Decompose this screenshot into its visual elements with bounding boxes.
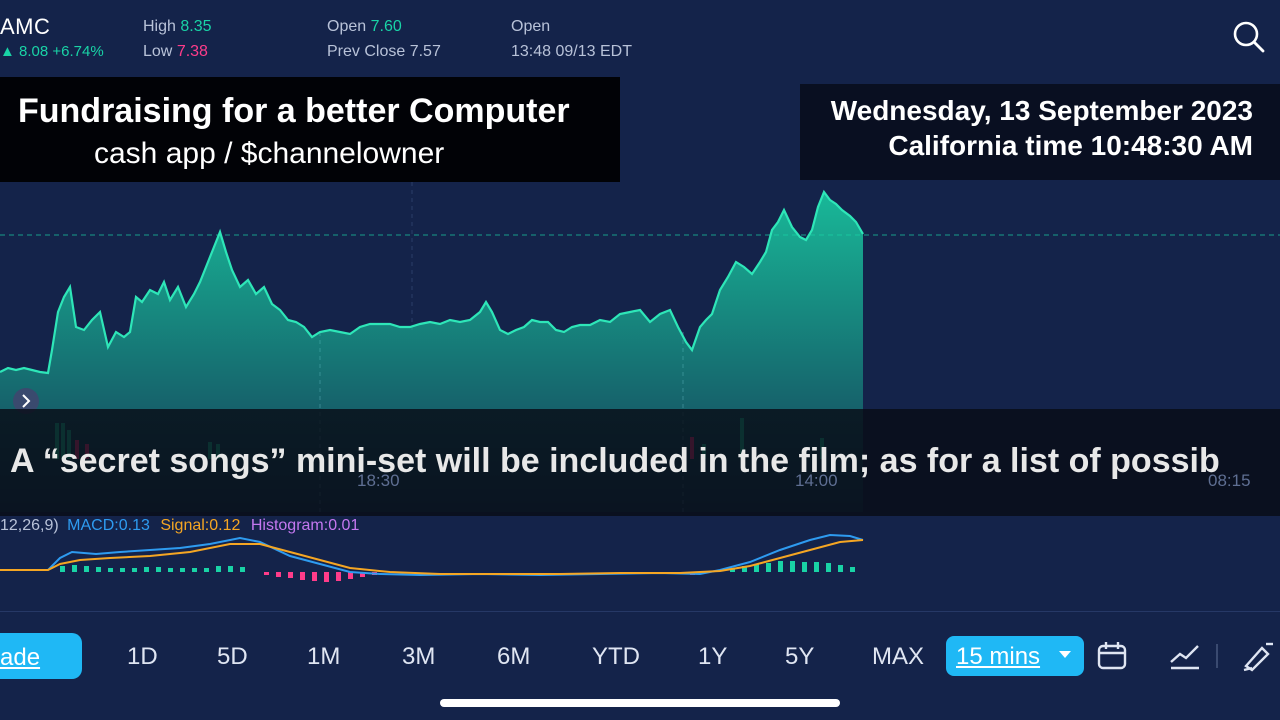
range-1d-button[interactable]: 1D (127, 643, 158, 670)
macd-line (0, 533, 864, 577)
low-stat: Low 7.38 (143, 43, 208, 61)
calendar-icon[interactable] (1096, 640, 1128, 672)
indicator-icon[interactable] (1168, 640, 1202, 672)
open-label: Open (327, 18, 367, 35)
clock-banner (800, 84, 1280, 180)
trade-button[interactable] (0, 633, 82, 679)
high-label: High (143, 18, 176, 35)
toolbar-divider (1216, 644, 1218, 668)
range-3m-button[interactable]: 3M (402, 643, 436, 670)
ticker-symbol: AMC (0, 14, 51, 39)
chevron-right-icon (22, 394, 31, 408)
time-axis-label: 18:30 (357, 471, 400, 490)
up-arrow-icon: ▲ (0, 43, 20, 60)
time-axis-label: 08:15 (1208, 471, 1251, 490)
quote-timestamp: 13:48 09/13 EDT (511, 43, 632, 60)
macd-legend: 12,26,9) MACD:0.13 Signal:0.12 Histogram… (0, 517, 359, 535)
range-6m-button[interactable]: 6M (497, 643, 531, 670)
high-value: 8.35 (180, 18, 212, 35)
macd-histogram (60, 561, 855, 582)
banner-subtitle: cash app / $channelowner (94, 137, 445, 170)
macd-params: 12,26,9) (0, 517, 59, 534)
range-1m-button[interactable]: 1M (307, 643, 341, 670)
trade-button-label: ade (0, 644, 41, 671)
search-icon[interactable] (1232, 20, 1266, 54)
high-stat: High 8.35 (143, 18, 212, 36)
fundraising-banner (0, 77, 620, 182)
range-1y-button[interactable]: 1Y (698, 643, 728, 670)
prev-close-stat: Prev Close 7.57 (327, 43, 441, 61)
signal-value: Signal:0.12 (160, 517, 241, 534)
caret-down-icon (1059, 651, 1071, 658)
price-change: ▲ 8.08 +6.74% (0, 43, 104, 60)
range-ytd-button[interactable]: YTD (592, 643, 640, 670)
news-ribbon-text: A “secret songs” mini-set will be includ… (10, 442, 1220, 480)
range-5y-button[interactable]: 5Y (785, 643, 815, 670)
prev-close-value: 7.57 (409, 43, 441, 60)
banner-time: California time 10:48:30 AM (888, 130, 1253, 161)
low-label: Low (143, 43, 173, 60)
market-status: Open (511, 18, 551, 35)
range-max-button[interactable]: MAX (872, 643, 925, 670)
prev-close-label: Prev Close (327, 43, 406, 60)
macd-value: MACD:0.13 (67, 517, 150, 534)
open-stat: Open 7.60 (327, 18, 402, 36)
signal-line (0, 539, 864, 575)
expand-chevron-button[interactable] (13, 388, 39, 414)
range-5d-button[interactable]: 5D (217, 643, 248, 670)
panel-divider (0, 611, 1280, 612)
draw-pen-icon[interactable] (1240, 640, 1276, 672)
price-line (0, 189, 864, 375)
interval-label: 15 mins (956, 643, 1041, 670)
low-value: 7.38 (176, 43, 208, 60)
news-ribbon (0, 409, 1280, 516)
banner-date: Wednesday, 13 September 2023 (830, 95, 1253, 126)
open-value: 7.60 (370, 18, 402, 35)
time-axis-label: 14:00 (795, 471, 838, 490)
macd-chart[interactable] (0, 528, 1280, 608)
price-change-text: 8.08 +6.74% (19, 43, 104, 60)
home-indicator[interactable] (440, 699, 840, 707)
histogram-value: Histogram:0.01 (250, 517, 360, 534)
banner-title: Fundraising for a better Computer (18, 92, 570, 130)
